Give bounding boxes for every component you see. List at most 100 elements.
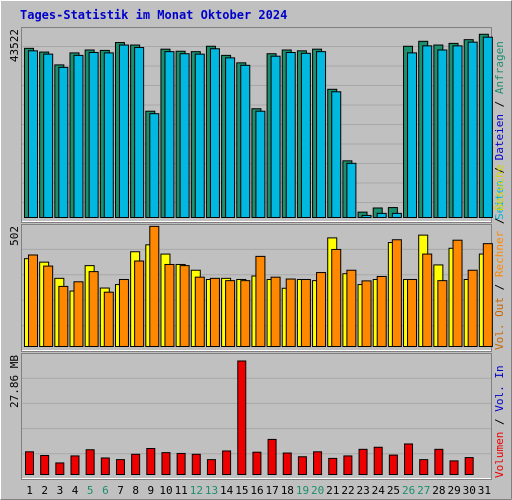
side-legend-top-part: Dateien (493, 114, 506, 160)
requests-bar-dateien (376, 212, 387, 219)
requests-ymax-label: 43522 (8, 29, 21, 62)
x-tick-label: 19 (296, 484, 309, 497)
requests-bar-dateien (331, 91, 342, 218)
x-tick-label: 31 (478, 484, 491, 497)
visits-bar-rechner (103, 291, 114, 347)
volume-bar-volumen (282, 452, 292, 475)
visits-bar-rechner (88, 271, 99, 347)
volume-bar-volumen (373, 446, 383, 476)
requests-bar-dateien (209, 48, 220, 219)
x-tick-label: 11 (175, 484, 188, 497)
x-tick-label: 5 (87, 484, 94, 497)
volume-bar-volumen (115, 459, 125, 475)
visits-bar-rechner (300, 278, 311, 347)
volume-bar-volumen (70, 455, 80, 476)
x-axis-labels: 1 2 3 4 5 6 7 8 9 10 11 12 13 14 15 16 17 18 19 20 21 22 23 24 2… (26, 484, 491, 497)
x-tick-label: 18 (281, 484, 294, 497)
visits-bar-rechner (255, 255, 266, 348)
side-legend-middle-part: Rechner (493, 230, 506, 277)
requests-bar-dateien (118, 44, 129, 219)
requests-bar-dateien (407, 52, 418, 218)
visits-bar-rechner (225, 280, 236, 348)
visits-bar-rechner (452, 239, 463, 348)
volume-panel: 27.86 MB (8, 353, 492, 480)
requests-bar-dateien (179, 53, 190, 218)
visits-bar-rechner (467, 269, 478, 348)
visits-bar-rechner (73, 281, 84, 347)
requests-bar-dateien (422, 45, 433, 218)
x-tick-label: 16 (250, 484, 263, 497)
visits-bar-rechner (58, 285, 69, 347)
chart-title: Tages-Statistik im Monat Oktober 2024 (20, 8, 287, 22)
requests-bar-dateien (452, 45, 463, 218)
x-tick-label: 21 (326, 484, 339, 497)
requests-bar-dateien (300, 52, 311, 219)
requests-bar-dateien (255, 110, 266, 218)
visits-ymax-label: 502 (8, 226, 21, 246)
side-legend-middle: Vol. Out / Rechner / Besuche (493, 165, 506, 350)
volume-bar-volumen (464, 457, 474, 475)
volume-bar-volumen (176, 452, 186, 475)
x-tick-label: 29 (447, 484, 460, 497)
volume-bar-volumen (449, 460, 459, 476)
side-legend-top-part: / (493, 160, 506, 180)
visits-bar-rechner (240, 280, 251, 348)
requests-bar-dateien (28, 50, 38, 219)
x-tick-label: 8 (132, 484, 139, 497)
visits-bar-rechner (391, 239, 402, 347)
visits-bar-rechner (28, 254, 38, 347)
x-tick-label: 12 (190, 484, 203, 497)
requests-bar-dateien (134, 47, 145, 219)
x-tick-label: 23 (357, 484, 370, 497)
volume-bar-volumen (191, 453, 201, 475)
requests-bar-dateien (467, 41, 478, 218)
visits-bar-rechner (376, 275, 387, 348)
visits-bar-rechner (346, 269, 357, 348)
volume-bar-volumen (237, 360, 247, 475)
x-tick-label: 22 (341, 484, 354, 497)
volume-bar-volumen (267, 438, 277, 475)
x-tick-label: 3 (57, 484, 64, 497)
volume-bar-volumen (404, 443, 414, 475)
requests-bar-dateien (316, 51, 327, 218)
x-tick-label: 26 (402, 484, 415, 497)
visits-bar-rechner (285, 278, 296, 348)
side-legend-bottom-part: Volumen (493, 432, 506, 478)
visits-bar-rechner (134, 260, 145, 347)
side-legend-middle-part: Vol. Out (493, 297, 506, 350)
x-tick-label: 2 (41, 484, 48, 497)
x-tick-label: 4 (72, 484, 79, 497)
volume-bar-volumen (313, 451, 323, 476)
panels-layer: 43522 502 27.86 MB (8, 27, 493, 480)
volume-bar-volumen (131, 453, 141, 475)
requests-bar-dateien (270, 55, 281, 218)
requests-bar-dateien (346, 162, 357, 219)
visits-panel: 502 (8, 224, 493, 352)
x-tick-label: 28 (432, 484, 445, 497)
visits-bar-rechner (407, 278, 418, 347)
visits-bar-rechner (164, 263, 175, 348)
requests-bar-dateien (482, 36, 493, 219)
visits-bar-rechner (194, 276, 205, 347)
side-legend-middle-part: / (493, 211, 506, 231)
x-tick-label: 25 (387, 484, 400, 497)
side-legend-middle-part: / (493, 277, 506, 297)
side-legend-top: Seiten / Dateien / Anfragen (493, 41, 506, 220)
side-legend-top-part: / (493, 94, 506, 114)
requests-bar-dateien (149, 113, 160, 218)
requests-bar-dateien (103, 52, 114, 218)
side-legend-middle-part: Besuche (493, 165, 506, 211)
volume-bar-volumen (146, 447, 156, 475)
side-legend-bottom-part: Vol. In (493, 365, 506, 411)
visits-bar-rechner (331, 248, 342, 348)
x-tick-label: 30 (463, 484, 476, 497)
volume-bar-volumen (297, 456, 307, 476)
x-tick-label: 15 (235, 484, 248, 497)
requests-bar-dateien (73, 54, 84, 219)
volume-bar-volumen (55, 462, 65, 475)
side-legend-top-part: Seiten (493, 180, 506, 220)
requests-bar-dateien (361, 214, 372, 219)
x-tick-label: 6 (102, 484, 109, 497)
